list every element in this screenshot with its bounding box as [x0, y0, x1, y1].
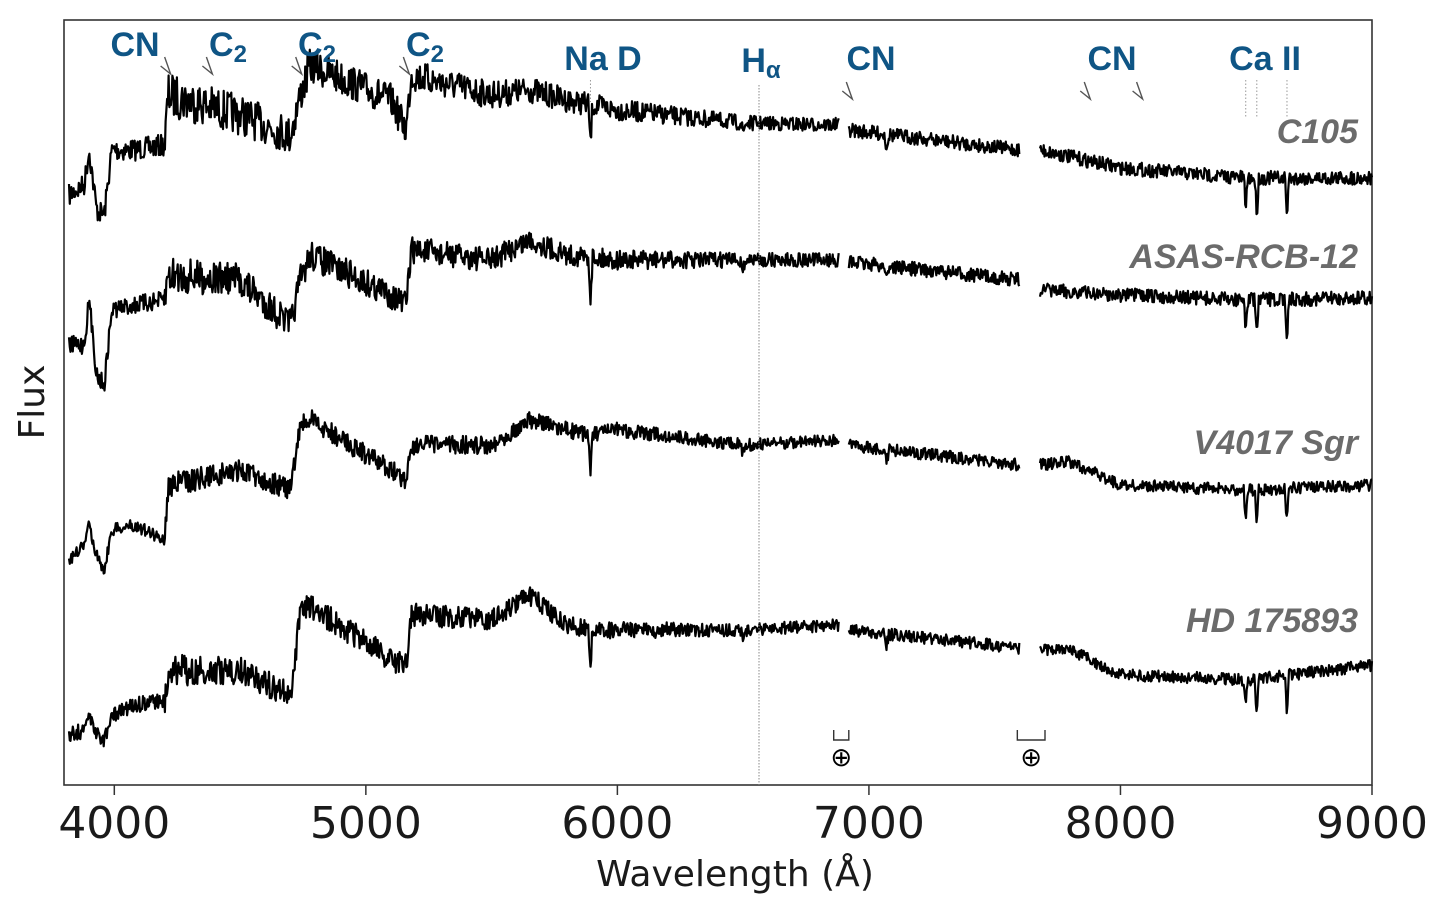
feature-label: CN — [110, 26, 159, 64]
feature-label: CN — [846, 40, 895, 78]
feature-marker — [291, 56, 304, 77]
feature-marker — [398, 56, 411, 77]
feature-marker — [201, 56, 214, 77]
star-labels: C105 ASAS-RCB-12 V4017 Sgr HD 175893 — [1128, 113, 1359, 640]
spectrum-line — [67, 409, 1373, 575]
x-axis-ticks: 4000 5000 6000 7000 8000 9000 — [58, 785, 1428, 849]
telluric-symbol: ⊕ — [830, 743, 852, 773]
x-tick-label: 4000 — [58, 798, 170, 849]
series-label: ASAS-RCB-12 — [1128, 238, 1358, 276]
telluric-bracket — [833, 730, 850, 741]
feature-marker — [1132, 81, 1145, 102]
telluric-bracket — [1016, 730, 1046, 741]
x-tick-label: 7000 — [813, 798, 925, 849]
plot-frame — [63, 19, 1373, 786]
feature-labels: CN C2 C2 C2 Na D Hα CN CN Ca II — [110, 26, 1300, 84]
spectra-group — [67, 48, 1374, 748]
spectrum-line — [67, 586, 1374, 748]
series-label: HD 175893 — [1186, 602, 1358, 640]
feature-marker — [1079, 81, 1092, 102]
x-axis-label: Wavelength (Å) — [596, 852, 874, 895]
feature-label: CN — [1087, 40, 1136, 78]
feature-marker — [160, 56, 173, 77]
feature-markers — [160, 56, 1288, 785]
x-tick-label: 5000 — [310, 798, 422, 849]
y-axis-label: Flux — [12, 365, 53, 440]
telluric-markers: ⊕ ⊕ — [830, 730, 1046, 773]
x-tick-label: 8000 — [1064, 798, 1176, 849]
feature-label: C2 — [209, 26, 247, 68]
spectrum-line — [67, 48, 1374, 222]
feature-label: Na D — [564, 40, 641, 78]
spectrum-line — [67, 231, 1374, 392]
feature-label: Ca II — [1229, 40, 1301, 78]
telluric-symbol: ⊕ — [1020, 743, 1042, 773]
feature-label: C2 — [298, 26, 336, 68]
series-label: V4017 Sgr — [1194, 424, 1360, 462]
series-label: C105 — [1277, 113, 1359, 151]
x-tick-label: 6000 — [561, 798, 673, 849]
feature-label: C2 — [406, 26, 444, 68]
feature-marker — [841, 81, 854, 102]
x-tick-label: 9000 — [1316, 798, 1428, 849]
feature-label: Hα — [741, 42, 781, 84]
